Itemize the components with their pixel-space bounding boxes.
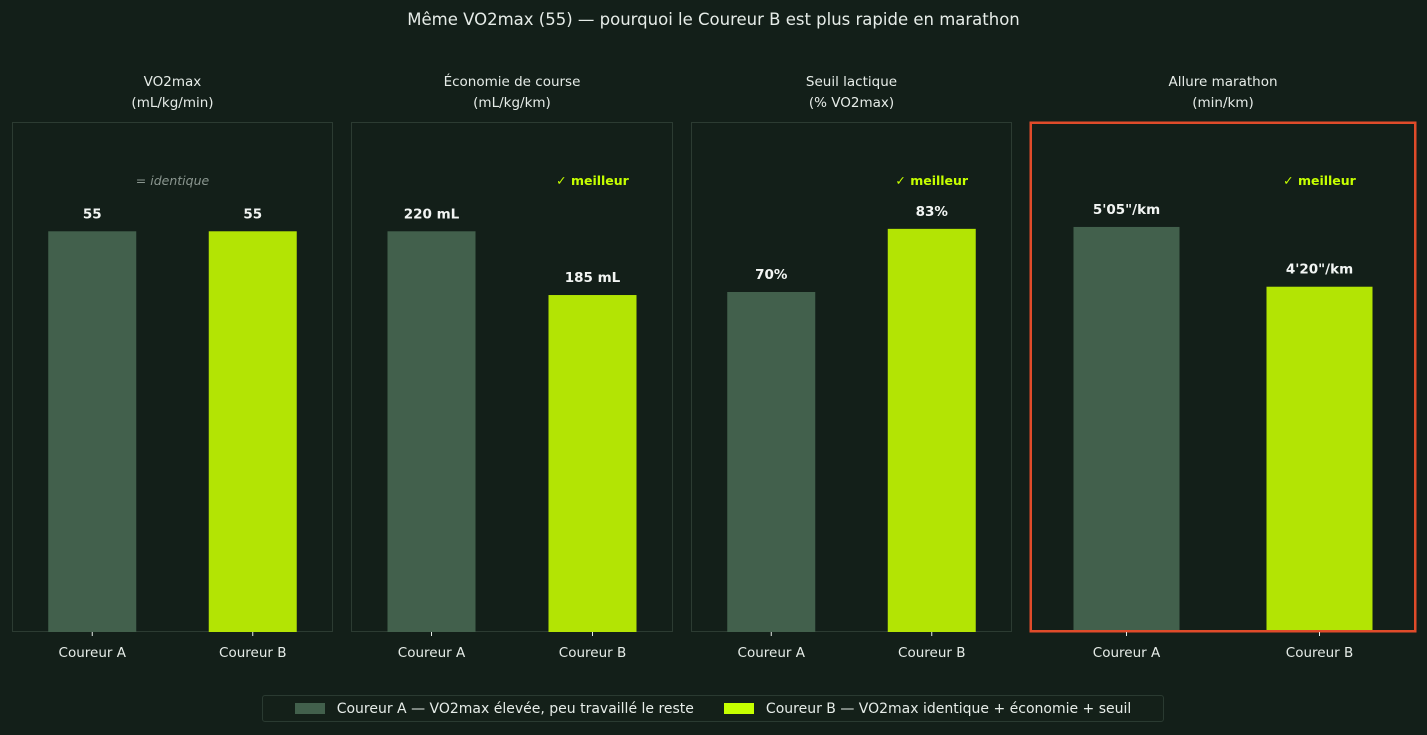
bar-coureur-a (1073, 226, 1180, 633)
value-label: 55 (243, 206, 262, 222)
x-tick-label: Coureur B (559, 645, 626, 661)
value-label: 4'20"/km (1286, 262, 1353, 278)
legend-label-coureur-b: Coureur B — VO2max identique + économie … (765, 700, 1132, 717)
value-label: 185 mL (565, 270, 621, 286)
panel-title: Seuil lactique (806, 74, 897, 90)
value-label: 5'05"/km (1093, 202, 1160, 218)
value-label: 70% (755, 267, 788, 283)
highlight-frame-border (1030, 122, 1416, 632)
panel-title: Économie de course (444, 73, 581, 90)
x-tick-label: Coureur A (738, 645, 806, 661)
bar-coureur-b (887, 228, 976, 632)
x-tick-label: Coureur A (398, 645, 466, 661)
panel-title: VO2max (144, 74, 202, 90)
bar-coureur-a (387, 231, 476, 633)
legend-item-coureur-a: Coureur A — VO2max élevée, peu travaillé… (294, 700, 694, 717)
value-label: 55 (83, 206, 102, 222)
x-tick-label: Coureur B (219, 645, 286, 661)
bar-coureur-a (48, 231, 137, 633)
bar-coureur-b (1266, 286, 1373, 632)
bar-coureur-b (548, 295, 637, 632)
chart-title: Même VO2max (55) — pourquoi le Coureur B… (407, 10, 1020, 29)
legend-swatch-coureur-b (723, 703, 754, 714)
panel-title: Allure marathon (1168, 74, 1277, 90)
legend-swatch-coureur-a (294, 703, 325, 714)
bar-coureur-b (208, 231, 297, 633)
value-label: 83% (916, 204, 949, 220)
x-tick-label: Coureur A (1093, 645, 1161, 661)
panel-title: (mL/kg/min) (131, 95, 213, 111)
legend-label-coureur-a: Coureur A — VO2max élevée, peu travaillé… (336, 700, 694, 717)
panel-note: ✓ meilleur (556, 173, 630, 188)
legend-item-coureur-b: Coureur B — VO2max identique + économie … (723, 700, 1132, 717)
legend: Coureur A — VO2max élevée, peu travaillé… (262, 695, 1164, 722)
panel-note: ✓ meilleur (895, 173, 969, 188)
panel-title: (% VO2max) (809, 95, 894, 111)
x-tick-label: Coureur B (898, 645, 965, 661)
x-tick-label: Coureur A (59, 645, 127, 661)
panel-title: (min/km) (1192, 95, 1254, 111)
bar-coureur-a (727, 292, 816, 632)
panel-title: (mL/kg/km) (473, 95, 551, 111)
value-label: 220 mL (404, 206, 460, 222)
panel-note: ✓ meilleur (1283, 173, 1357, 188)
panel-note: = identique (136, 173, 210, 188)
x-tick-label: Coureur B (1286, 645, 1353, 661)
